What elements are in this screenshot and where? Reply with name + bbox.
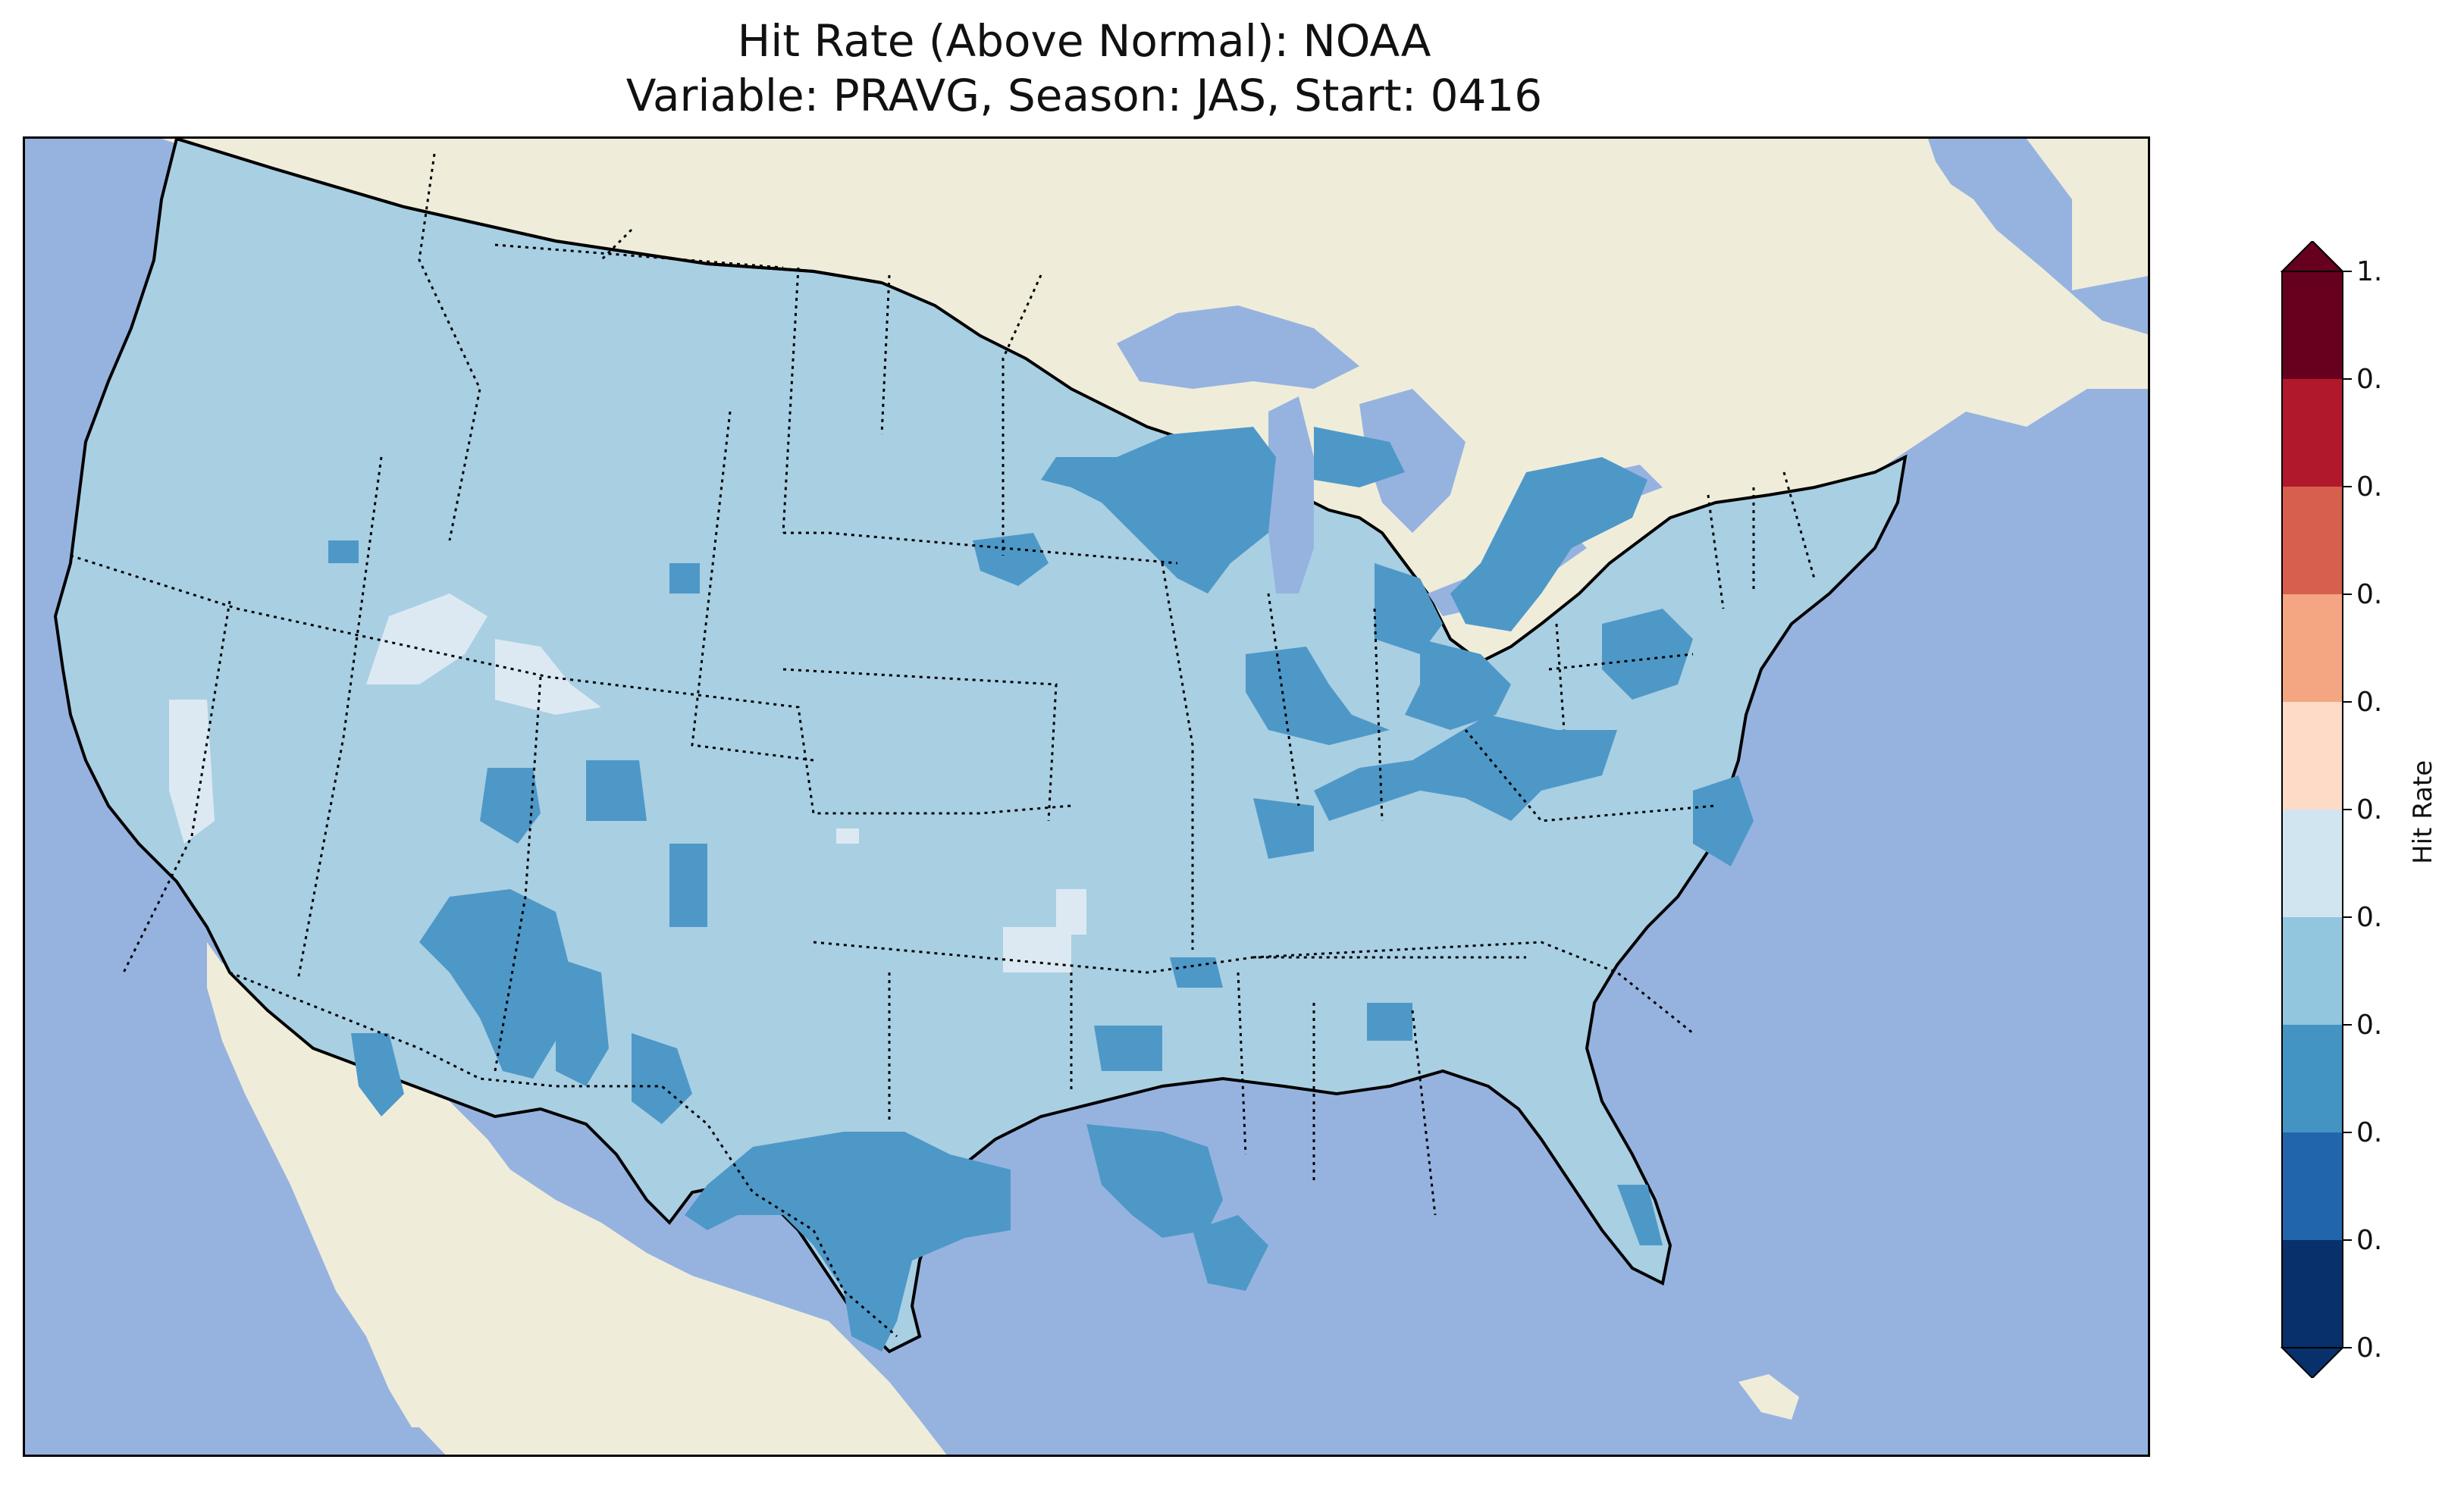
plot-subtitle: Variable: PRAVG, Season: JAS, Start: 041… xyxy=(625,70,1543,121)
colorbar-segment xyxy=(2282,379,2343,487)
colorbar-tick-label: 0.0 xyxy=(2356,1333,2381,1364)
lake-huron xyxy=(1359,389,1466,533)
colorbar-label: Hit Rate xyxy=(2408,760,2438,864)
lake-superior xyxy=(1117,305,1359,389)
colorbar-segment xyxy=(2282,917,2343,1025)
us-canada-border xyxy=(176,139,882,284)
colorbar-segment xyxy=(2282,810,2343,917)
colorbar-extend-low xyxy=(2280,1347,2345,1378)
maritimes-land xyxy=(2027,139,2148,290)
colorbar-tick-label: 0.8 xyxy=(2356,471,2381,503)
colorbar: 0.0 0.1 0.2 0.3 0.4 0.5 0.6 0.7 0.8 0.9 1.0 xyxy=(2280,241,2381,1378)
colorbar-tick-label: 0.3 xyxy=(2356,1010,2381,1041)
state-borders xyxy=(70,153,1816,1216)
plot-title: Hit Rate (Above Normal): NOAA xyxy=(737,15,1431,67)
colorbar-segment xyxy=(2282,1240,2343,1348)
colorbar-tick-label: 0.1 xyxy=(2356,1225,2381,1256)
us-mexico-border xyxy=(229,971,898,1338)
colorbar-tick-label: 0.7 xyxy=(2356,579,2381,610)
colorbar-segment xyxy=(2282,1132,2343,1240)
mexico-land xyxy=(222,919,947,1455)
colorbar-extend-high xyxy=(2280,241,2345,272)
baja-land xyxy=(207,942,427,1427)
map-panel[interactable] xyxy=(23,136,2150,1457)
map-canvas xyxy=(25,139,2148,1455)
cuba-land xyxy=(1738,1374,1799,1420)
colorbar-tick-label: 0.5 xyxy=(2356,794,2381,825)
colorbar-tick-label: 1.0 xyxy=(2356,256,2381,287)
colorbar-segment xyxy=(2282,487,2343,594)
hit-rate-0.2-0.3 xyxy=(328,427,1754,1351)
colorbar-segment xyxy=(2282,594,2343,702)
colorbar-tick-label: 0.2 xyxy=(2356,1117,2381,1148)
lake-michigan xyxy=(1268,396,1314,594)
colorbar-tick-label: 0.6 xyxy=(2356,687,2381,718)
colorbar-ticks: 0.0 0.1 0.2 0.3 0.4 0.5 0.6 0.7 0.8 0.9 1.0 xyxy=(2343,256,2381,1364)
colorbar-segments xyxy=(2280,241,2345,1378)
colorbar-tick-label: 0.9 xyxy=(2356,364,2381,395)
colorbar-segment xyxy=(2282,271,2343,379)
colorbar-segment xyxy=(2282,702,2343,810)
colorbar-segment xyxy=(2282,1025,2343,1132)
colorbar-tick-label: 0.4 xyxy=(2356,902,2381,933)
